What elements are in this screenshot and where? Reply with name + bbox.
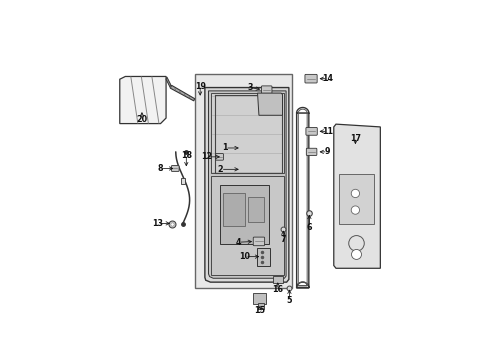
Bar [181, 178, 185, 184]
Text: 12: 12 [201, 152, 212, 161]
FancyBboxPatch shape [305, 127, 317, 135]
FancyBboxPatch shape [171, 166, 179, 171]
Polygon shape [211, 93, 284, 174]
FancyBboxPatch shape [215, 153, 223, 160]
Polygon shape [166, 77, 170, 87]
Polygon shape [211, 176, 284, 275]
Bar [338, 174, 373, 224]
Text: 3: 3 [247, 83, 252, 92]
FancyBboxPatch shape [305, 148, 316, 156]
Circle shape [350, 189, 359, 198]
Bar [194, 74, 291, 288]
Bar [247, 197, 264, 222]
Polygon shape [170, 85, 194, 101]
Text: 4: 4 [235, 238, 241, 247]
Text: 10: 10 [239, 252, 250, 261]
Text: 18: 18 [181, 151, 191, 160]
Text: 16: 16 [272, 285, 283, 294]
Bar [256, 248, 269, 266]
FancyBboxPatch shape [305, 75, 317, 83]
Text: 19: 19 [194, 82, 205, 91]
Text: 5: 5 [286, 296, 291, 305]
Circle shape [350, 206, 359, 214]
Bar [257, 303, 264, 309]
Text: 6: 6 [306, 223, 311, 232]
Text: 20: 20 [136, 115, 147, 124]
Text: 17: 17 [349, 134, 360, 143]
Polygon shape [208, 91, 285, 278]
Circle shape [351, 249, 361, 260]
Polygon shape [120, 76, 166, 123]
Text: 8: 8 [158, 164, 163, 173]
Polygon shape [333, 124, 380, 268]
Bar [273, 276, 283, 283]
FancyBboxPatch shape [253, 237, 264, 246]
Text: 7: 7 [280, 235, 285, 244]
Text: 14: 14 [322, 74, 332, 83]
Text: 11: 11 [322, 127, 332, 136]
Bar [253, 293, 265, 304]
Polygon shape [257, 93, 282, 115]
Text: 1: 1 [222, 144, 227, 153]
FancyBboxPatch shape [261, 86, 271, 94]
Text: 13: 13 [152, 219, 163, 228]
Text: 9: 9 [324, 147, 330, 156]
Polygon shape [204, 87, 288, 282]
Bar [220, 185, 268, 244]
Text: 2: 2 [218, 165, 223, 174]
Bar [223, 193, 244, 226]
Text: 15: 15 [253, 306, 264, 315]
